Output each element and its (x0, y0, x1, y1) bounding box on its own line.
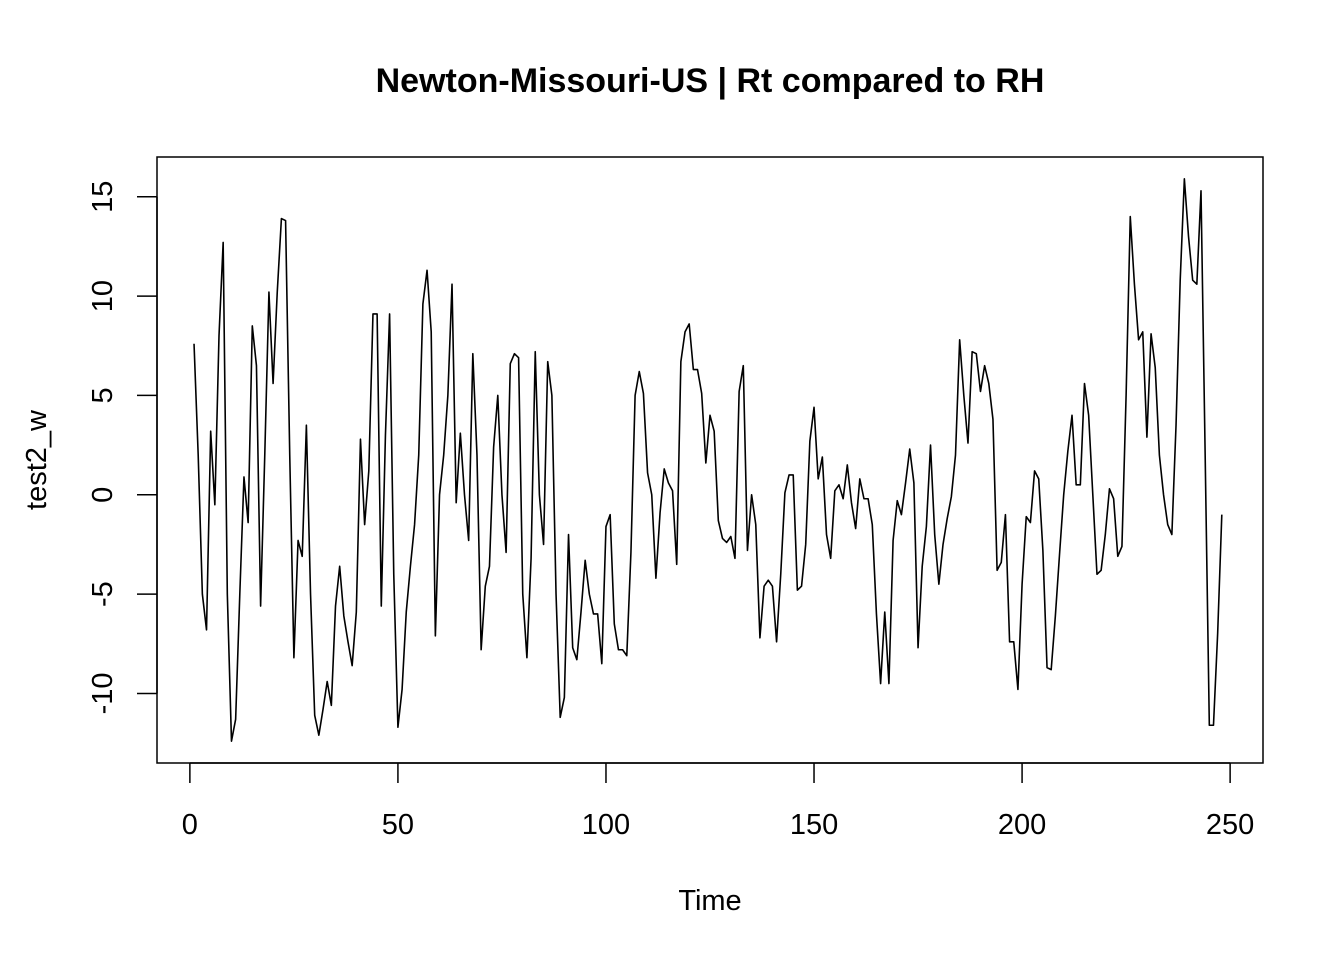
y-tick-label: 10 (87, 280, 119, 312)
y-tick-label: 0 (87, 487, 119, 503)
x-tick-label: 0 (182, 809, 198, 841)
y-tick-label: -10 (87, 672, 119, 714)
y-tick-label: -5 (87, 581, 119, 607)
x-tick-label: 200 (998, 809, 1046, 841)
chart-title: Newton-Missouri-US | Rt compared to RH (376, 62, 1045, 100)
x-tick-label: 250 (1206, 809, 1254, 841)
series-line (193, 178, 1223, 742)
x-tick-label: 50 (382, 809, 414, 841)
x-tick-label: 150 (790, 809, 838, 841)
series-group (193, 178, 1223, 742)
x-tick-label: 100 (582, 809, 630, 841)
plot-frame (156, 156, 1264, 764)
y-axis-label: test2_w (21, 409, 53, 510)
y-axis: -10 -5 0 5 10 15 (87, 181, 158, 714)
y-tick-label: 15 (87, 181, 119, 213)
y-tick-label: 5 (87, 387, 119, 403)
x-axis: 0 50 100 150 200 250 (182, 762, 1254, 841)
x-axis-label: Time (678, 885, 741, 917)
